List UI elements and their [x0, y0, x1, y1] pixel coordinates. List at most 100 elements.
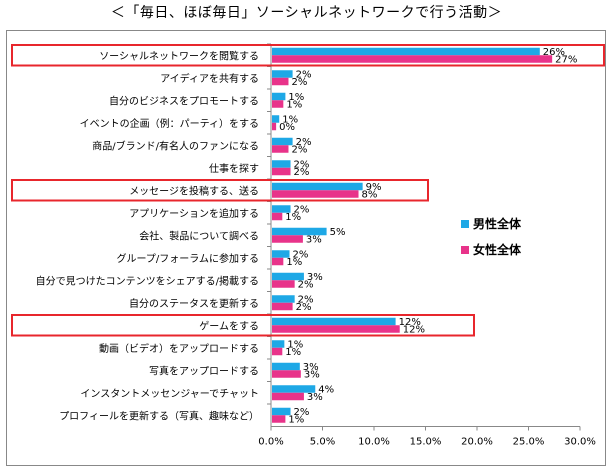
- bar-female: [272, 302, 293, 311]
- bar-female: [272, 212, 283, 221]
- chart-title: ＜「毎日、ほぼ毎日」ソーシャルネットワークで行う活動＞: [110, 5, 503, 21]
- data-label: 9%: [366, 182, 382, 193]
- bar-male: [272, 317, 396, 326]
- bar-female: [272, 370, 301, 378]
- x-tick-label: 0.0%: [258, 437, 283, 448]
- data-label: 1%: [285, 347, 301, 358]
- data-label: 2%: [294, 407, 310, 418]
- bar-female: [272, 325, 400, 333]
- bar-female: [272, 145, 289, 153]
- highlight-box: [11, 44, 605, 67]
- data-label: 3%: [303, 362, 319, 373]
- data-label: 1%: [286, 257, 302, 268]
- data-label: 2%: [291, 144, 307, 155]
- data-label: 2%: [298, 294, 314, 305]
- data-label: 3%: [307, 392, 323, 403]
- bar-male: [272, 137, 293, 146]
- data-label: 12%: [399, 317, 421, 328]
- bar-female: [272, 122, 277, 131]
- bar-male: [272, 115, 280, 123]
- data-label: 12%: [403, 324, 425, 335]
- category-label: 商品/ブランド/有名人のファンになる: [92, 139, 259, 152]
- data-label: 8%: [362, 189, 378, 200]
- category-label: ゲームをする: [199, 320, 259, 332]
- x-tick-label: 5.0%: [310, 437, 335, 448]
- category-label: アプリケーションを追加する: [129, 207, 259, 220]
- data-label: 5%: [330, 227, 346, 238]
- bar-male: [272, 92, 286, 101]
- category-label: イベントの企画（例：パーティ）をする: [80, 117, 259, 130]
- data-label: 2%: [291, 77, 307, 88]
- data-label: 1%: [287, 339, 303, 350]
- data-label: 2%: [294, 159, 310, 170]
- data-label: 3%: [306, 234, 322, 245]
- highlight-box: [11, 314, 475, 337]
- bar-female: [272, 415, 286, 423]
- data-label: 1%: [288, 92, 304, 103]
- x-tick-label: 25.0%: [513, 437, 545, 448]
- category-label: 会社、製品について調べる: [139, 229, 259, 242]
- bar-female: [272, 77, 289, 86]
- bar-female: [272, 235, 303, 243]
- data-label: 1%: [288, 414, 304, 425]
- data-label: 4%: [318, 384, 334, 395]
- category-label: グループ/フォーラムに参加する: [117, 252, 259, 265]
- bar-male: [272, 205, 291, 213]
- category-label: プロフィールを更新する（写真、趣味など）: [59, 409, 259, 422]
- data-label: 2%: [296, 69, 312, 80]
- category-label: インスタントメッセンジャーでチャット: [80, 388, 259, 400]
- data-label: 2%: [294, 167, 310, 178]
- category-label: 写真をアップロードする: [149, 364, 259, 377]
- bar-male: [272, 272, 304, 281]
- category-label: 自分のビジネスをプロモートする: [109, 94, 259, 107]
- bar-male: [272, 250, 290, 258]
- data-label: 26%: [543, 47, 565, 58]
- bar-female: [272, 100, 284, 108]
- category-label: アイディアを共有する: [160, 72, 259, 85]
- bar-male: [272, 385, 316, 393]
- chart-frame: [6, 30, 606, 466]
- legend-swatch: [461, 220, 469, 228]
- data-label: 2%: [294, 204, 310, 215]
- bar-male: [272, 47, 540, 56]
- data-label: 3%: [304, 369, 320, 380]
- bar-male: [272, 227, 327, 236]
- category-label: 自分のステータスを更新する: [129, 297, 259, 310]
- data-label: 27%: [555, 54, 577, 65]
- data-label: 2%: [296, 137, 312, 148]
- x-tick-label: 10.0%: [358, 437, 390, 448]
- category-label: ソーシャルネットワークを閲覧する: [99, 50, 259, 62]
- legend-label: 男性全体: [473, 216, 522, 231]
- x-tick-label: 30.0%: [564, 437, 596, 448]
- bar-female: [272, 280, 295, 288]
- data-label: 2%: [296, 302, 312, 313]
- bar-female: [272, 392, 304, 401]
- legend-swatch: [461, 246, 469, 254]
- category-label: メッセージを投稿する、送る: [129, 184, 259, 197]
- data-label: 3%: [307, 272, 323, 283]
- category-label: 仕事を探す: [209, 162, 259, 175]
- bar-female: [272, 257, 284, 266]
- data-label: 1%: [286, 99, 302, 110]
- x-tick-label: 15.0%: [410, 437, 442, 448]
- data-label: 1%: [285, 212, 301, 223]
- bar-female: [272, 55, 553, 63]
- data-label: 2%: [293, 249, 309, 260]
- data-label: 2%: [298, 279, 314, 290]
- bar-male: [272, 70, 293, 78]
- bar-male: [272, 362, 300, 371]
- data-label: 1%: [282, 114, 298, 125]
- x-tick-label: 20.0%: [461, 437, 493, 448]
- highlight-box: [11, 179, 429, 202]
- bar-male: [272, 160, 291, 168]
- bar-female: [272, 190, 359, 198]
- category-label: 動画（ビデオ）をアップロードする: [99, 342, 259, 355]
- bar-male: [272, 340, 285, 348]
- bar-male: [272, 407, 291, 416]
- bar-male: [272, 295, 295, 303]
- data-label: 0%: [279, 122, 295, 133]
- bar-female: [272, 167, 291, 176]
- bar-male: [272, 182, 363, 191]
- category-label: 自分で見つけたコンテンツをシェアする/掲載する: [36, 274, 259, 287]
